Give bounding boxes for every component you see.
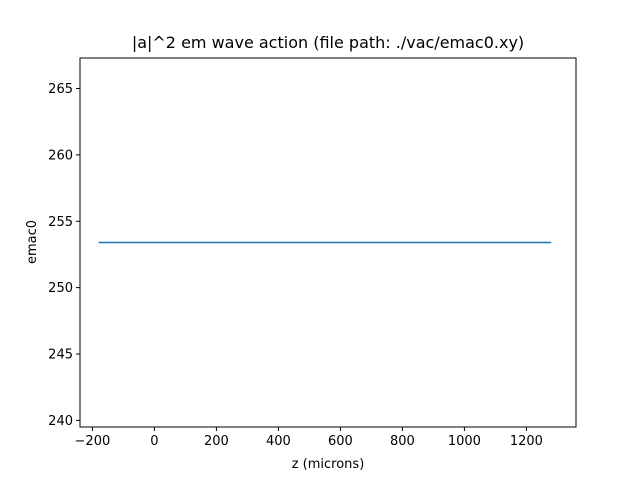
y-tick-label: 250: [48, 281, 73, 296]
x-axis-label: z (microns): [292, 457, 365, 472]
y-axis-label: emac0: [25, 220, 40, 264]
y-tick-label: 265: [48, 82, 73, 97]
y-tick-label: 245: [48, 347, 73, 362]
x-tick-label: 400: [266, 434, 291, 449]
y-tick-label: 260: [48, 148, 73, 163]
x-tick-label: 0: [150, 434, 158, 449]
x-tick-label: 800: [390, 434, 415, 449]
y-tick-label: 255: [48, 215, 73, 230]
x-tick-label: 1200: [510, 434, 543, 449]
x-tick-label: 600: [328, 434, 353, 449]
chart-title: |a|^2 em wave action (file path: ./vac/e…: [132, 33, 524, 52]
y-tick-label: 240: [48, 414, 73, 429]
x-tick-label: 200: [204, 434, 229, 449]
x-tick-label: −200: [75, 434, 111, 449]
plot-area: [79, 57, 577, 428]
y-axis-ticks: 240 245 250 255 260 265: [48, 82, 80, 429]
x-axis-ticks: −200 0 200 400 600 800 1000 1200: [75, 427, 543, 449]
axes-frame: [79, 57, 577, 428]
x-tick-label: 1000: [448, 434, 481, 449]
